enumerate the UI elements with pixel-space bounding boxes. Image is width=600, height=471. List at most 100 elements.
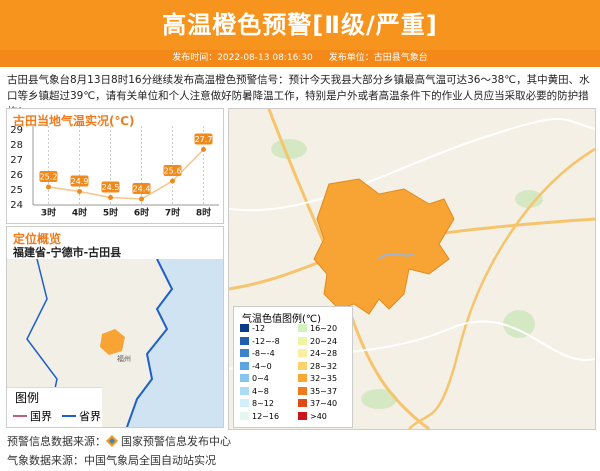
legend-label: 28~32 [310,361,338,371]
province-border [126,259,174,427]
legend-swatch [240,349,249,357]
county-area [100,329,125,355]
legend-swatch [13,415,27,417]
legend-swatch [298,374,307,382]
value-label: 24.4 [133,185,151,194]
chart: 24 25 26 27 28 29 25.2 3时 24.9 4时 24.5 5时 24.4 6时 25.6… [10,125,219,219]
value-label: 24.5 [102,183,120,192]
park [515,190,543,208]
road [408,147,595,429]
point [77,189,82,194]
chart-title: 古田当地气温实况(℃) [13,114,135,128]
legend-swatch [240,399,249,407]
y-tick-label: 29 [10,125,23,136]
value-label: 24.9 [71,177,89,186]
legend-swatch [240,411,249,420]
value-label-bg [163,165,182,176]
legend-swatch [298,336,307,345]
value-label-bg [70,175,89,187]
sub-header: 发布时间：2022-08-13 08:16:30 发布单位：古田县气象台 [0,50,600,67]
warning-title: 高温橙色预警[Ⅱ级/严重] [0,0,600,50]
footer: 预警信息数据来源： 国家预警信息发布中心 气象数据来源：中国气象局全国自动站实况 [7,432,231,470]
legend-swatch [240,324,249,332]
x-tick-label: 3时 [41,207,56,219]
legend-swatch [298,411,307,420]
y-tick-label: 25 [10,185,23,196]
notice: 古田县气象台8月13日8时16分继续发布高温橙色预警信号：预计今天我县大部分乡镇… [7,74,590,118]
park [503,310,535,338]
value-label-bg [132,183,151,194]
y-tick-label: 27 [10,155,23,166]
source-icon [106,435,118,447]
legend-label: 32~35 [310,374,338,383]
legend-item: 12~16 [240,411,280,421]
legend-item: 4~8 [240,386,269,396]
legend-item: -12~-8 [240,336,280,346]
source-name: 国家预警信息发布中心 [121,435,231,448]
legend-item: 32~35 [298,374,337,383]
y-tick-label: 26 [10,170,23,181]
legend-swatch [240,386,249,395]
point [170,178,175,184]
value-label-bg [194,133,213,145]
publisher: 发布单位：古田县气象台 [328,53,428,63]
x-tick-label: 5时 [103,207,118,219]
point [108,195,113,200]
legend-label: 4~8 [252,386,269,396]
y-tick-label: 28 [10,140,23,151]
legend-label: -4~0 [252,361,272,371]
x-tick-label: 4时 [72,207,87,219]
road [229,118,595,212]
legend-item: 24~28 [298,349,337,358]
park [361,389,397,409]
legend-swatch [298,349,307,357]
point [46,184,51,190]
value-label: 25.6 [164,167,182,176]
park [271,139,307,159]
value-label-bg [39,171,58,182]
legend-swatch [298,399,307,407]
legend-item: -8~-4 [240,349,275,358]
legend-item: 省界 [62,410,101,423]
legend-label: -12 [252,324,266,333]
legend-item: 37~40 [298,399,337,408]
legend-label: 24~28 [310,349,338,358]
legend-item: -12 [240,324,265,333]
legend-label: >40 [310,411,327,421]
footer-line: 预警信息数据来源： 国家预警信息发布中心 [7,432,231,451]
map-label: 福州 [117,354,131,363]
legend-item: 8~12 [240,399,274,408]
location-place: 福建省-宁德市-古田县 [13,246,122,259]
inset-legend-items: 国界 省界 [13,408,111,424]
legend-item: 0~4 [240,374,269,383]
value-label-bg [101,181,120,193]
legend-swatch [240,336,249,345]
legend-label: 20~24 [310,336,338,346]
x-tick-label: 6时 [134,207,149,219]
legend-item: 16~20 [298,324,337,333]
legend-item: 国界 [13,410,52,423]
chart-panel: 古田当地气温实况(℃) 24 25 26 27 28 29 25.2 3时 24.9 4时 24.5… [6,108,224,224]
legend-swatch [240,361,249,370]
location-panel: 定位概览 福建省-宁德市-古田县 福州 图例 国界 省界 [6,226,224,428]
legend-label: 16~20 [310,324,338,333]
river [378,253,415,260]
x-tick-label: 7时 [165,207,180,219]
legend-label: -8~-4 [252,349,275,358]
point [139,196,144,202]
legend-item: 28~32 [298,361,338,371]
legend-item: 20~24 [298,336,338,346]
legend-label: 12~16 [252,411,280,421]
legend-label: 8~12 [252,399,274,408]
sea [127,259,223,427]
legend-swatch [298,361,307,370]
map-legend: 气温色值图例(℃) -12 -12~-8 -8~-4 -4~0 0~4 4~8 8~12 12… [233,306,353,428]
legend-label: 省界 [79,410,101,423]
map-legend-title: 气温色值图例(℃) [242,314,322,325]
legend-item: -4~0 [240,361,272,371]
county-area [313,178,455,315]
location-title: 定位概览 [13,232,62,246]
legend-item: >40 [298,411,327,421]
legend-label: 35~37 [310,386,338,396]
